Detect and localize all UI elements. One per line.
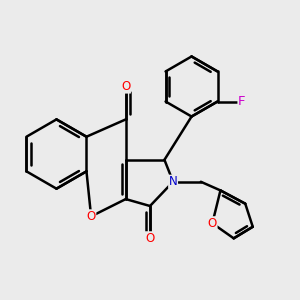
Text: N: N <box>169 175 178 188</box>
Text: O: O <box>86 210 96 223</box>
Text: O: O <box>121 80 130 93</box>
Text: O: O <box>146 232 154 245</box>
Text: O: O <box>208 217 217 230</box>
Text: F: F <box>238 95 246 108</box>
